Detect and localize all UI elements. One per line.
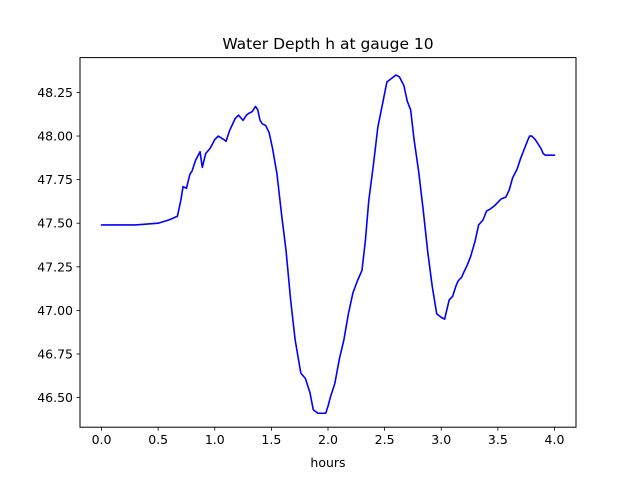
x-tick-label: 2.0	[318, 432, 338, 447]
y-tick-label: 46.75	[37, 346, 73, 361]
y-tick-label: 46.50	[37, 390, 73, 405]
y-tick-label: 48.25	[37, 85, 73, 100]
x-axis: 0.0 0.5 1.0 1.5 2.0 2.5 3.0 3.5 4.0	[92, 427, 565, 447]
x-tick-label: 0.5	[148, 432, 168, 447]
x-tick-label: 3.5	[488, 432, 508, 447]
y-tick-label: 47.00	[37, 303, 73, 318]
x-axis-label: hours	[310, 455, 345, 470]
x-tick-label: 3.0	[431, 432, 451, 447]
series-layer	[100, 74, 556, 415]
x-tick-label: 1.5	[261, 432, 281, 447]
y-tick-label: 47.75	[37, 172, 73, 187]
y-tick-label: 47.50	[37, 216, 73, 231]
x-tick-label: 4.0	[545, 432, 565, 447]
chart-title: Water Depth h at gauge 10	[222, 35, 433, 53]
x-tick-label: 0.0	[92, 432, 112, 447]
x-tick-label: 2.5	[375, 432, 395, 447]
y-tick-label: 48.00	[37, 129, 73, 144]
y-tick-label: 47.25	[37, 259, 73, 274]
y-axis: 46.50 46.75 47.00 47.25 47.50 47.75 48.00 48.25	[37, 85, 80, 405]
series-line	[100, 74, 556, 415]
x-tick-label: 1.0	[205, 432, 225, 447]
